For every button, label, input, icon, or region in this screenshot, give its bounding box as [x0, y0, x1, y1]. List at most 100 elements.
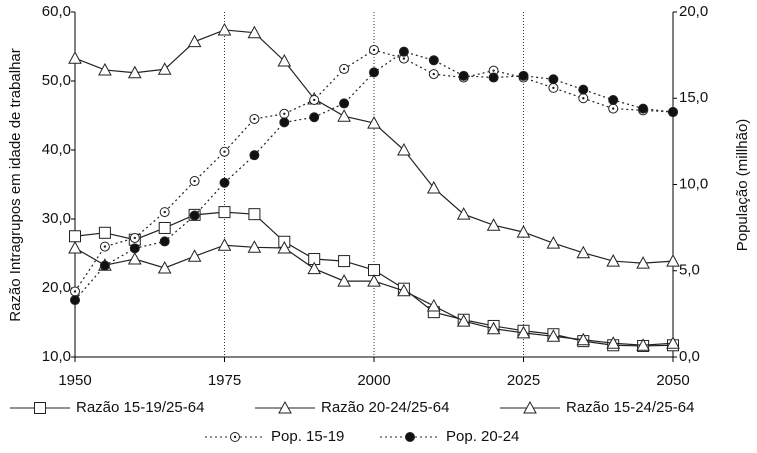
- y2-axis-title: População (millhão): [734, 119, 751, 252]
- x-tick-label: 1975: [208, 372, 241, 389]
- marker: [367, 274, 381, 287]
- marker: [367, 116, 381, 129]
- y-tick-label: 50,0: [42, 72, 71, 89]
- y2-tick-label: 10,0: [679, 175, 708, 192]
- marker: [369, 67, 379, 78]
- marker-dot: [432, 72, 435, 76]
- marker: [397, 142, 411, 156]
- marker-dot: [103, 245, 107, 248]
- marker: [98, 226, 111, 239]
- marker: [277, 240, 292, 254]
- marker: [368, 264, 380, 277]
- marker: [428, 55, 439, 66]
- marker: [576, 332, 591, 346]
- marker: [249, 150, 260, 161]
- marker: [217, 22, 232, 36]
- marker: [309, 112, 320, 123]
- marker: [68, 240, 82, 254]
- y2-tick-label: 0,0: [679, 348, 700, 365]
- legend-label: Razão 15-19/25-64: [76, 399, 204, 416]
- marker: [456, 207, 471, 220]
- marker: [516, 325, 531, 339]
- marker: [666, 336, 680, 349]
- marker: [578, 84, 589, 95]
- marker: [636, 338, 650, 351]
- marker-dot: [612, 107, 615, 110]
- legend-label: Pop. 20-24: [446, 428, 519, 445]
- marker-dot: [402, 57, 406, 60]
- marker: [98, 62, 112, 76]
- marker: [187, 34, 202, 48]
- legend-label: Razão 20-24/25-64: [321, 399, 449, 416]
- marker: [488, 72, 499, 83]
- marker-dot: [73, 290, 77, 293]
- marker: [516, 225, 531, 238]
- marker: [278, 400, 292, 414]
- marker: [218, 206, 231, 219]
- marker: [69, 230, 81, 243]
- marker: [127, 251, 142, 265]
- marker: [456, 314, 471, 327]
- marker: [337, 109, 351, 122]
- marker: [636, 256, 650, 269]
- marker-dot: [193, 179, 196, 183]
- marker-dot: [233, 435, 237, 439]
- marker: [248, 208, 261, 221]
- y-tick-label: 20,0: [42, 279, 71, 296]
- marker: [247, 25, 262, 39]
- x-tick-label: 1950: [58, 372, 91, 389]
- x-tick-label: 2000: [357, 372, 390, 389]
- marker: [523, 400, 537, 414]
- marker-dot: [372, 48, 376, 52]
- y2-tick-label: 15,0: [679, 89, 708, 106]
- y-axis-title: Razão Intragrupos em idade de trabalhar: [7, 48, 24, 322]
- marker: [606, 336, 621, 349]
- marker: [279, 117, 290, 128]
- marker: [99, 260, 110, 271]
- marker: [426, 298, 441, 312]
- marker: [158, 221, 171, 234]
- marker: [398, 46, 409, 57]
- legend-label: Pop. 15-19: [271, 428, 344, 445]
- marker: [638, 103, 649, 114]
- marker: [518, 70, 529, 81]
- marker: [486, 321, 501, 335]
- marker: [34, 402, 46, 414]
- marker-dot: [342, 67, 346, 71]
- marker: [247, 240, 262, 253]
- y-tick-label: 60,0: [42, 3, 71, 20]
- marker: [426, 180, 441, 194]
- marker-dot: [552, 86, 555, 90]
- marker: [217, 238, 232, 251]
- legend-label: Razão 15-24/25-64: [566, 399, 694, 416]
- marker: [339, 98, 350, 109]
- marker: [157, 260, 172, 274]
- marker: [189, 210, 200, 221]
- y2-tick-label: 5,0: [679, 262, 700, 279]
- y-tick-label: 40,0: [42, 141, 71, 158]
- marker: [157, 62, 172, 75]
- marker: [606, 254, 621, 267]
- marker: [666, 254, 680, 267]
- marker: [546, 236, 561, 249]
- marker: [548, 74, 559, 85]
- marker: [159, 236, 170, 247]
- marker: [668, 107, 678, 118]
- marker-dot: [313, 98, 316, 102]
- marker: [307, 261, 322, 275]
- marker-dot: [492, 69, 495, 72]
- marker: [129, 243, 140, 254]
- marker: [337, 274, 351, 287]
- marker: [187, 249, 202, 262]
- marker: [397, 283, 411, 297]
- x-tick-label: 2025: [507, 372, 540, 389]
- x-tick-label: 2050: [656, 372, 689, 389]
- marker: [405, 432, 415, 442]
- marker: [219, 177, 230, 188]
- marker: [277, 53, 292, 67]
- marker: [68, 51, 82, 64]
- marker: [546, 329, 561, 342]
- y2-tick-label: 20,0: [679, 3, 708, 20]
- marker: [338, 255, 351, 268]
